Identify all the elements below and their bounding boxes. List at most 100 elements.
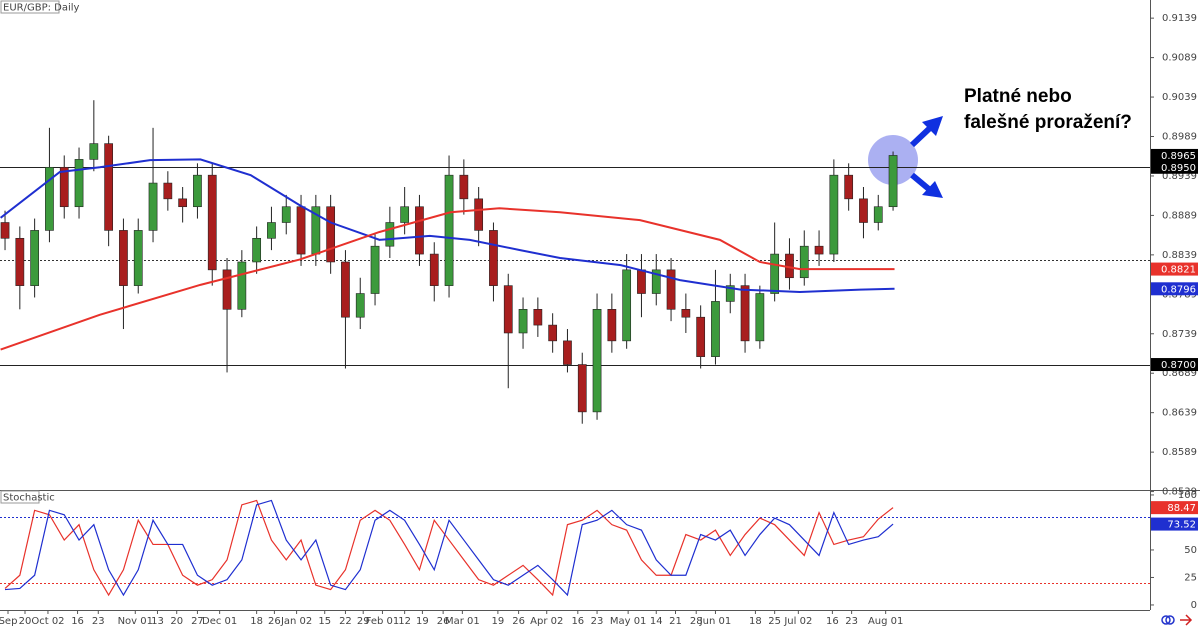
candle-body <box>148 182 158 231</box>
x-tick-label: Apr 02 <box>530 616 563 627</box>
candle-body <box>296 206 306 255</box>
candle-body <box>711 301 720 357</box>
x-tick-label: Jun 01 <box>699 616 732 627</box>
x-tick-label: 27 <box>191 616 204 627</box>
candle-body <box>725 285 735 302</box>
candle-body <box>341 261 350 318</box>
candle-body <box>651 269 661 294</box>
moving-average <box>0 158 895 293</box>
x-tick-label: 18 <box>250 616 263 627</box>
price-tag <box>1151 160 1198 174</box>
candle-body <box>207 174 217 271</box>
candle-body <box>755 293 765 342</box>
x-tick-label: 29 <box>357 616 370 627</box>
x-tick-label: 23 <box>845 616 858 627</box>
x-tick-label: 16 <box>826 616 839 627</box>
candle-body <box>104 143 114 231</box>
stochastic-line <box>4 499 894 597</box>
candle-body <box>178 198 188 208</box>
candle-body <box>281 206 291 223</box>
x-tick-label: 16 <box>71 616 84 627</box>
candle-body <box>799 245 809 279</box>
candle-body <box>237 261 247 310</box>
candle-body <box>873 206 883 223</box>
y-tick-label: 0.8739 <box>1162 329 1197 340</box>
candle-body <box>770 253 780 294</box>
candle-body <box>193 174 202 208</box>
candle-body <box>859 198 868 223</box>
x-tick-label: Dec 01 <box>202 616 237 627</box>
candle-body <box>45 166 54 231</box>
corner-icons <box>1161 614 1193 626</box>
x-tick-label: 12 <box>398 616 411 627</box>
x-tick-label: 16 <box>571 616 584 627</box>
candle-body <box>844 174 854 200</box>
annotation: Platné nebo <box>964 86 1072 107</box>
candle-body <box>252 237 262 263</box>
y-tick-label: 0.9089 <box>1162 53 1197 64</box>
candle-body <box>607 309 617 342</box>
y-tick-label: 50 <box>1184 545 1197 556</box>
x-tick-label: 20 <box>19 616 32 627</box>
candle-body <box>459 174 469 200</box>
stochastic-line <box>4 499 894 597</box>
y-tick-label: 0.8539 <box>1162 487 1197 498</box>
price-tag <box>1151 358 1198 372</box>
x-tick-label: Mar 01 <box>445 616 480 627</box>
candle-body <box>385 222 395 247</box>
x-tick-label: 25 <box>768 616 781 627</box>
candle-body <box>59 166 69 208</box>
price-tag <box>1151 262 1198 276</box>
x-tick-label: Jul 02 <box>783 616 812 627</box>
x-tick-label: Oct 02 <box>31 616 64 627</box>
y-tick-label: 100 <box>1178 490 1197 501</box>
candle-body <box>637 269 646 294</box>
candle-body <box>267 222 276 239</box>
candle-body <box>119 230 128 286</box>
candle-body <box>829 174 839 255</box>
candle-body <box>444 174 454 286</box>
candle-body <box>518 309 528 334</box>
candle-body <box>681 309 691 318</box>
y-tick-label: 0.8889 <box>1162 210 1197 221</box>
moving-average <box>0 207 895 351</box>
x-tick-label: Nov 01 <box>118 616 153 627</box>
x-tick-label: 18 <box>749 616 762 627</box>
candle-body <box>429 253 439 286</box>
price-tag-label: 0.8796 <box>1161 284 1196 295</box>
candle-body <box>89 143 99 160</box>
x-tick-label: 26 <box>437 616 450 627</box>
candle-body <box>622 269 632 342</box>
x-tick-label: 14 <box>650 616 663 627</box>
candle-body <box>888 155 898 208</box>
y-tick-label: 25 <box>1184 572 1197 583</box>
x-tick-label: 22 <box>339 616 352 627</box>
candle-body <box>548 324 558 342</box>
x-tick-label: 15 <box>318 616 331 627</box>
annotation: falešné proražení? <box>964 112 1132 133</box>
price-tag-label: 73.52 <box>1167 520 1196 531</box>
indicator-title: Stochastic <box>3 493 55 504</box>
x-tick-label: 13 <box>151 616 164 627</box>
candle-body <box>355 293 365 318</box>
y-tick-label: 0.8689 <box>1162 368 1197 379</box>
candle-body <box>163 182 173 200</box>
x-tick-label: Sep <box>0 616 17 627</box>
indicator-title-box <box>0 490 40 504</box>
candle-body <box>503 285 513 334</box>
price-tag <box>1151 517 1198 531</box>
arrows <box>909 116 943 198</box>
price-tag-label: 0.8950 <box>1161 163 1196 174</box>
candle-body <box>696 316 706 357</box>
candle-body <box>740 285 750 342</box>
candle-body <box>489 230 498 286</box>
candle-body <box>666 269 676 310</box>
candle-body <box>814 245 824 255</box>
candle-body <box>326 206 336 263</box>
y-tick-label: 0.8839 <box>1162 250 1197 261</box>
x-tick-label: Feb 01 <box>366 616 400 627</box>
x-tick-label: 19 <box>416 616 429 627</box>
y-tick-label: 0.8589 <box>1162 447 1197 458</box>
candle-body <box>533 309 543 326</box>
